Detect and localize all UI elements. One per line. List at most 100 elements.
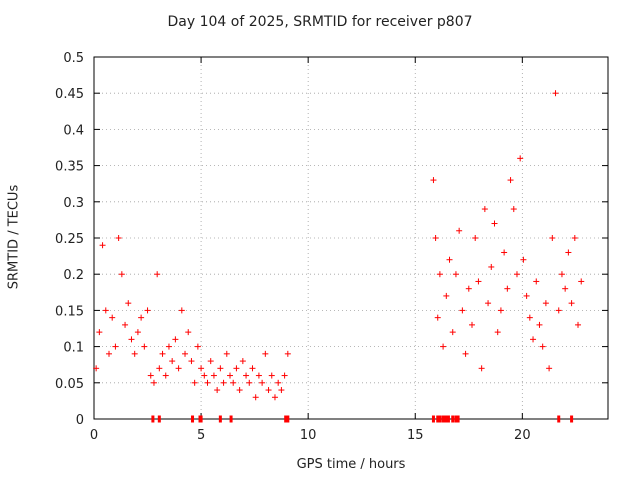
data-point [201,372,208,379]
data-point [555,307,562,314]
data-point [578,278,585,285]
data-point [465,285,472,292]
data-point [109,314,116,321]
axis-marker [557,415,561,423]
data-point [182,350,189,357]
data-point [533,278,540,285]
data-point [165,343,172,350]
axis-marker [199,415,203,423]
data-point [501,249,508,256]
data-point [185,329,192,336]
data-point [443,292,450,299]
data-point [122,321,129,328]
data-point [265,387,272,394]
axis-markers [151,415,574,423]
axis-marker [438,415,442,423]
data-point [125,300,132,307]
data-point [156,365,163,372]
axis-marker [229,415,233,423]
data-point [558,271,565,278]
data-point [459,307,466,314]
data-point [105,350,112,357]
y-tick-label: 0.45 [55,87,84,102]
data-point [223,350,230,357]
data-point [494,329,501,336]
data-point [233,365,240,372]
data-points [93,90,585,401]
y-tick-label: 0 [76,413,84,428]
axis-marker [218,415,222,423]
data-point [472,235,479,241]
y-tick-label: 0.5 [63,51,84,66]
data-point [138,314,145,321]
data-point [452,271,459,278]
data-point [536,321,543,328]
axis-marker [191,415,195,423]
data-point [194,343,201,350]
data-point [99,242,106,249]
data-point [497,307,504,314]
data-point [131,350,138,357]
data-point [475,278,482,285]
chart-title: Day 104 of 2025, SRMTID for receiver p80… [167,14,473,30]
data-point [562,285,569,292]
data-point [481,206,488,213]
data-point [249,365,256,372]
data-point [456,227,463,234]
x-tick-label: 5 [197,428,205,443]
data-point [93,365,100,372]
data-point [278,387,285,394]
data-point [239,358,246,365]
data-point [128,336,135,343]
data-point [571,235,578,241]
data-point [144,307,151,314]
data-point [220,379,227,386]
data-point [446,256,453,263]
data-point [191,379,198,386]
data-point [434,314,441,321]
axis-marker [436,415,440,423]
axis-marker [157,415,161,423]
data-point [226,372,233,379]
axis-ticks: 0 0.05 0.1 0.15 0.2 0.25 0.3 0.35 0.4 0.45 0.5 0 5 10… [55,51,608,443]
data-point [259,379,266,386]
data-point [246,379,253,386]
data-point [271,394,278,401]
y-tick-label: 0.15 [55,304,84,319]
data-point [275,379,282,386]
axis-marker [284,415,288,423]
data-point [188,358,195,365]
data-point [150,379,157,386]
data-point [510,206,517,213]
data-point [440,343,447,350]
x-tick-label: 20 [514,428,531,443]
data-point [154,271,161,278]
axis-marker [446,415,450,423]
data-point [491,220,498,227]
x-tick-label: 0 [90,428,98,443]
data-point [255,372,262,379]
axis-marker [441,415,445,423]
y-tick-label: 0.25 [55,232,84,247]
y-tick-label: 0.4 [63,123,84,138]
data-point [162,372,169,379]
data-point [568,300,575,307]
data-point [252,394,259,401]
data-point [236,387,243,394]
data-point [230,379,237,386]
axis-marker [431,415,435,423]
data-point [523,292,530,299]
y-tick-label: 0.2 [63,268,84,283]
data-point [432,235,439,241]
data-point [485,300,492,307]
data-point [542,300,549,307]
data-point [115,235,122,241]
data-point [520,256,527,263]
data-point [214,387,221,394]
y-tick-label: 0.1 [63,341,84,356]
data-point [178,307,185,314]
data-point [210,372,217,379]
y-tick-label: 0.35 [55,160,84,175]
data-point [147,372,154,379]
data-point [530,336,537,343]
